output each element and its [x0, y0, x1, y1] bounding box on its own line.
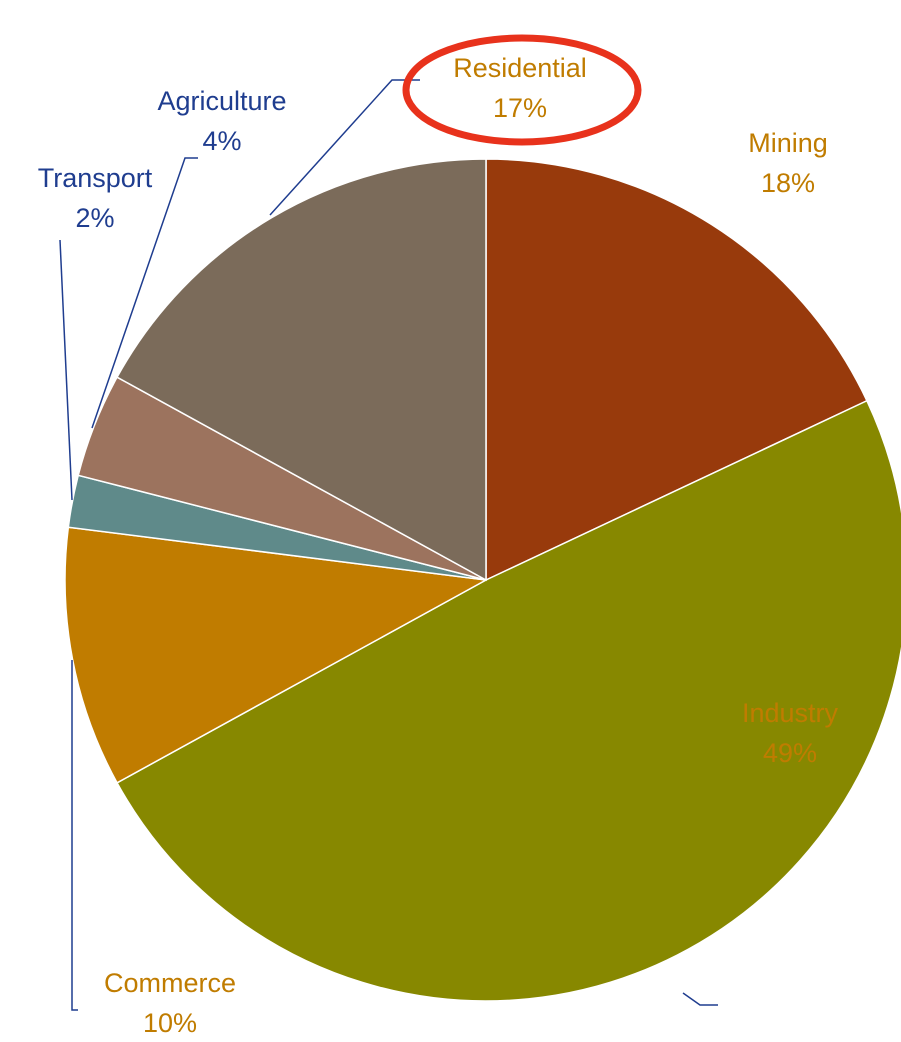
- slice-value-label: 4%: [202, 126, 241, 156]
- pie-slice: [116, 399, 901, 1002]
- slice-value-label: 18%: [761, 168, 815, 198]
- leader-line: [91, 157, 198, 429]
- highlight-circle: [402, 34, 642, 146]
- pie-slice: [116, 158, 487, 582]
- pie-slice: [64, 526, 489, 784]
- leader-line: [59, 239, 73, 501]
- slice-label: Mining: [748, 128, 828, 158]
- slice-value-label: 17%: [493, 93, 547, 123]
- slice-label: Transport: [38, 163, 153, 193]
- slice-value-label: 2%: [75, 203, 114, 233]
- slice-value-label: 10%: [143, 1008, 197, 1038]
- leader-line: [71, 660, 78, 1011]
- slice-label: Agriculture: [157, 86, 286, 116]
- slice-label: Industry: [742, 698, 839, 728]
- slice-label: Commerce: [104, 968, 236, 998]
- slice-label: Residential: [453, 53, 587, 83]
- pie-slice: [485, 158, 868, 582]
- slice-value-label: 49%: [763, 738, 817, 768]
- leader-line: [682, 992, 718, 1006]
